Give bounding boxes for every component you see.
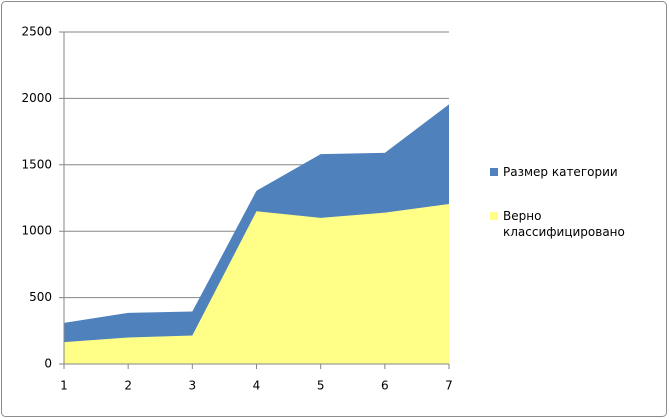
y-tick-label: 2000 (21, 91, 52, 105)
y-tick-label: 1500 (21, 157, 52, 171)
x-tick-label: 5 (317, 379, 325, 393)
legend-item: Верно классифицировано (490, 208, 640, 240)
legend-item: Размер категории (490, 164, 640, 180)
y-tick-label: 2500 (21, 25, 52, 39)
x-tick-label: 1 (60, 379, 68, 393)
x-tick-label: 2 (124, 379, 132, 393)
area (64, 203, 449, 364)
legend-swatch (490, 168, 498, 176)
x-tick-label: 4 (253, 379, 261, 393)
y-tick-label: 1000 (21, 224, 52, 238)
legend-swatch (490, 212, 498, 220)
y-tick-label: 0 (44, 357, 52, 371)
legend: Размер категории Верно классифицировано (490, 164, 640, 268)
legend-label: Верно классифицировано (503, 209, 625, 239)
x-tick-label: 3 (189, 379, 197, 393)
x-tick-label: 6 (381, 379, 389, 393)
legend-label: Размер категории (503, 165, 618, 179)
x-tick-label: 7 (445, 379, 453, 393)
y-tick-label: 500 (29, 290, 52, 304)
